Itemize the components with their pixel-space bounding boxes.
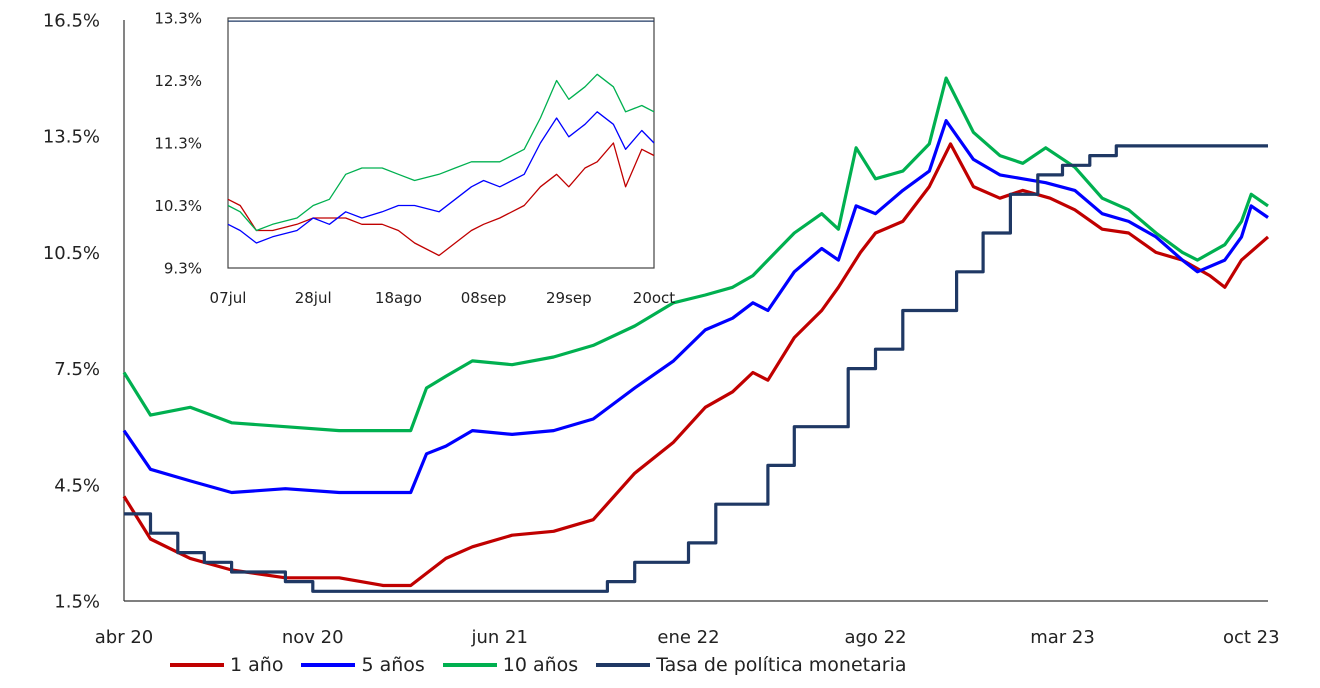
inset-x-tick-label: 29sep [546,289,592,307]
inset-y-tick-label: 9.3% [164,259,202,277]
main-series-line-3 [124,144,1268,593]
main-x-tick-label: oct 23 [1223,627,1280,648]
main-x-tick-label: mar 23 [1030,627,1095,648]
inset-y-tick-label: 11.3% [154,134,202,152]
main-y-tick-label: 10.5% [43,243,100,264]
legend-swatch [301,663,356,667]
main-y-tick-label: 7.5% [54,359,100,380]
legend-swatch [170,663,224,667]
legend: 1 año 5 años 10 años Tasa de política monet… [170,654,906,676]
inset-series-line-0 [227,142,655,257]
inset-series-line-1 [227,111,655,244]
inset-x-tick-label: 28jul [295,289,332,307]
inset-plot: 13.3% 12.3% 11.3% 10.3% 9.3% 07jul 28jul 18ago 0… [154,9,675,307]
main-series-line-1 [122,119,1269,495]
inset-x-tick-label: 08sep [461,289,507,307]
legend-label: Tasa de política monetaria [656,654,907,676]
inset-x-tick-label: 20oct [633,289,676,307]
legend-item-1: 5 años [301,654,425,676]
chart-svg: 16.5% 13.5% 10.5% 7.5% 4.5% 1.5% abr 20 nov 20 j… [43,9,1280,648]
main-y-tick-label: 16.5% [43,10,100,31]
main-series-line-0 [122,142,1270,588]
inset-frame [227,17,655,269]
inset-x-tick-label: 07jul [210,289,247,307]
main-y-tick-label: 13.5% [43,127,100,148]
main-x-tick-label: nov 20 [282,627,344,648]
main-x-tick-label: ago 22 [844,627,906,648]
main-y-tick-label: 4.5% [54,475,100,496]
inset-x-tick-label: 18ago [375,289,422,307]
main-plot: 16.5% 13.5% 10.5% 7.5% 4.5% 1.5% abr 20 nov 20 j… [43,10,1280,648]
legend-label: 5 años [361,654,425,676]
legend-label: 1 año [230,654,284,676]
inset-y-tick-label: 12.3% [154,72,202,90]
main-y-tick-label: 1.5% [54,591,100,612]
main-x-tick-label: jun 21 [471,627,528,648]
legend-label: 10 años [502,654,579,676]
legend-item-3: Tasa de política monetaria [596,654,906,676]
main-x-tick-label: abr 20 [95,627,153,648]
inset-y-tick-label: 13.3% [154,9,202,27]
main-x-tick-label: ene 22 [657,627,719,648]
main-series-line-2 [122,76,1269,433]
legend-item-0: 1 año [170,654,283,676]
inset-y-tick-label: 10.3% [154,197,202,215]
inset-series-line-2 [227,73,655,232]
legend-item-2: 10 años [442,654,579,676]
legend-swatch [596,663,651,667]
legend-swatch [442,663,497,667]
